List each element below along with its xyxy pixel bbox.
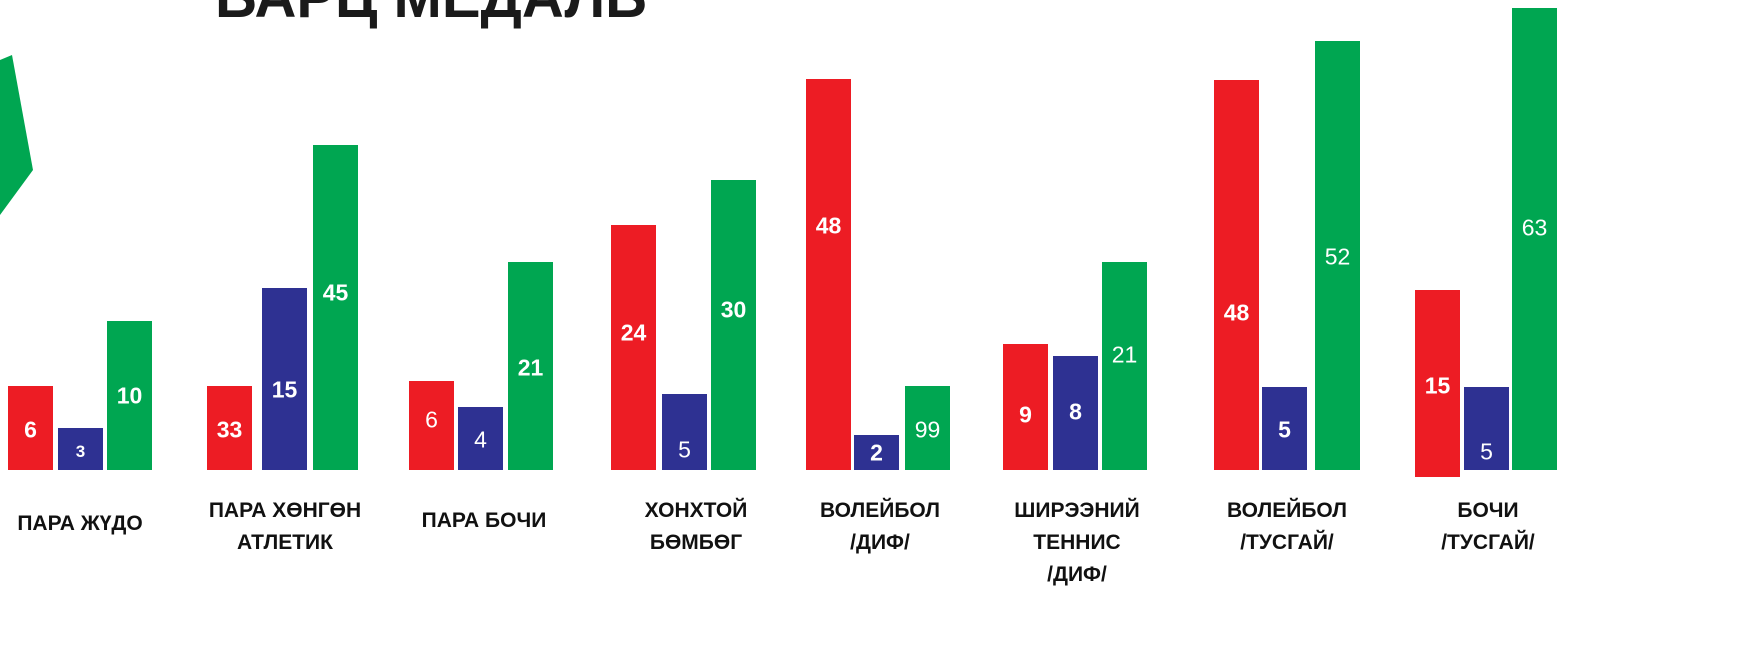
bar <box>1315 41 1360 470</box>
value-label: 21 <box>517 354 544 381</box>
bar <box>313 145 358 470</box>
bar <box>207 386 252 470</box>
bar <box>107 321 152 470</box>
bar <box>262 288 307 470</box>
bar <box>58 428 103 470</box>
value-label: 9 <box>1019 401 1032 428</box>
bar <box>8 386 53 470</box>
value-label: 52 <box>1324 243 1351 270</box>
bar <box>508 262 553 470</box>
category-label: ШИРЭЭНИЙ ТЕННИС /ДИФ/ <box>1014 499 1140 586</box>
value-label: 6 <box>425 406 438 433</box>
decor-shape <box>0 55 33 215</box>
category-label: ХОНХТОЙ БӨМБӨГ <box>644 499 748 554</box>
value-label: 3 <box>75 442 86 461</box>
value-label: 2 <box>870 439 883 466</box>
chart-title: БАРЦ МЕДАЛЬ <box>215 0 647 31</box>
value-label: 99 <box>914 416 941 443</box>
category-label: ПАРА БОЧИ <box>421 509 547 532</box>
bar <box>1214 80 1259 470</box>
category-label: ПАРА ЖҮДО <box>17 512 143 535</box>
value-label: 48 <box>1223 299 1250 326</box>
category-label: ВОЛЕЙБОЛ /ТУСГАЙ/ <box>1227 499 1347 554</box>
bar <box>409 381 454 470</box>
value-label: 45 <box>322 279 349 306</box>
value-label: 4 <box>474 426 487 453</box>
bar <box>1003 344 1048 470</box>
bar <box>611 225 656 470</box>
value-label: 6 <box>24 416 37 443</box>
value-label: 48 <box>815 212 842 239</box>
bar <box>1415 290 1460 477</box>
category-label: ВОЛЕЙБОЛ /ДИФ/ <box>820 499 940 554</box>
value-label: 5 <box>678 436 691 463</box>
value-label: 8 <box>1069 398 1082 425</box>
bar <box>1053 356 1098 470</box>
value-label: 24 <box>620 319 647 346</box>
value-label: 63 <box>1521 214 1548 241</box>
bar <box>905 386 950 470</box>
value-label: 15 <box>1424 372 1451 399</box>
value-label: 33 <box>216 416 243 443</box>
category-label: БОЧИ /ТУСГАЙ/ <box>1441 499 1535 554</box>
bar <box>1262 387 1307 470</box>
value-label: 21 <box>1111 341 1138 368</box>
bar <box>1512 8 1557 470</box>
bar <box>711 180 756 470</box>
category-label: ПАРА ХӨНГӨН АТЛЕТИК <box>208 499 362 554</box>
bar <box>662 394 707 470</box>
bar <box>1464 387 1509 470</box>
bar <box>854 435 899 470</box>
value-label: 10 <box>116 382 143 409</box>
value-label: 15 <box>271 376 298 403</box>
bar <box>458 407 503 470</box>
bar <box>806 79 851 470</box>
bar <box>1102 262 1147 470</box>
value-label: 30 <box>720 296 747 323</box>
value-label: 5 <box>1480 438 1493 465</box>
value-label: 5 <box>1278 416 1291 443</box>
